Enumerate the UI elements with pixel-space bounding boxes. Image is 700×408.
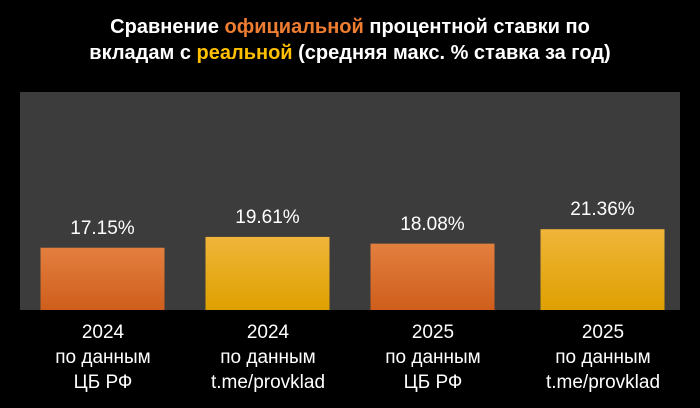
- category-label-3: 2025 по данным ЦБ РФ: [351, 320, 516, 395]
- category-label-line: 2025: [411, 322, 455, 343]
- bar-2: [205, 236, 330, 310]
- bar-chart: [40, 229, 665, 310]
- category-label-1: 2024 по данным ЦБ РФ: [21, 320, 186, 395]
- category-label-line: ЦБ РФ: [73, 372, 133, 393]
- value-label-1: 17.15%: [70, 217, 135, 239]
- title-highlight-real: реальной: [196, 42, 293, 64]
- category-label-line: t.me/provklad: [210, 372, 326, 393]
- value-label-4: 21.36%: [570, 199, 635, 221]
- title-line-2: вкладам с реальной (средняя макс. % став…: [89, 42, 611, 64]
- category-label-line: по данным: [555, 347, 651, 368]
- bar-4: [540, 229, 665, 310]
- title-line-1: Сравнение официальной процентной ставки …: [110, 16, 590, 38]
- bar-3: [370, 243, 495, 310]
- title-highlight-official: официальной: [224, 16, 364, 38]
- category-label-line: по данным: [220, 347, 316, 368]
- category-label-line: ЦБ РФ: [403, 372, 463, 393]
- bar-1: [40, 247, 165, 310]
- plot-area: [20, 92, 680, 310]
- category-label-line: 2025: [581, 322, 625, 343]
- category-label-line: по данным: [385, 347, 481, 368]
- category-label-line: 2024: [246, 322, 290, 343]
- value-label-2: 19.61%: [235, 206, 300, 228]
- category-label-4: 2025 по данным t.me/provklad: [521, 320, 686, 395]
- category-label-2: 2024 по данным t.me/provklad: [186, 320, 351, 395]
- category-label-line: 2024: [81, 322, 125, 343]
- category-label-line: по данным: [55, 347, 151, 368]
- category-label-line: t.me/provklad: [545, 372, 661, 393]
- chart-title: Сравнение официальной процентной ставки …: [0, 14, 700, 66]
- value-label-3: 18.08%: [400, 213, 465, 235]
